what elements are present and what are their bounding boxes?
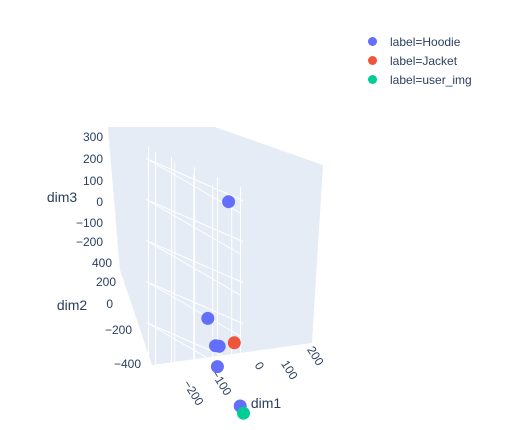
- gridlines: [145, 147, 244, 430]
- legend-label-hoodie: label=Hoodie: [390, 34, 461, 49]
- gridline-y-floor: [171, 398, 226, 430]
- z-tick-label: 300: [83, 130, 103, 144]
- z-tick-label: 0: [96, 195, 103, 209]
- gridline-x-floor: [193, 415, 229, 430]
- gridline-z-back: [145, 240, 242, 296]
- legend: label=Hoodie label=Jacket label=user_img: [368, 32, 472, 89]
- left-wall-pane: [108, 127, 152, 365]
- y-tick-label: −200: [105, 323, 132, 337]
- z-tick-label: −100: [76, 216, 103, 230]
- legend-label-jacket: label=Jacket: [390, 53, 458, 68]
- z-tick-label: −200: [76, 235, 103, 249]
- data-point-jacket[interactable]: [227, 336, 241, 350]
- data-point-user-img[interactable]: [237, 406, 250, 420]
- x-tick-label: −200: [180, 378, 206, 409]
- data-points: [201, 195, 250, 420]
- gridline-z-left: [146, 322, 243, 365]
- x-tick-label: 100: [278, 358, 301, 383]
- y-tick-label: 200: [96, 275, 116, 289]
- data-point-hoodie[interactable]: [201, 311, 215, 325]
- back-wall-pane: [108, 127, 323, 343]
- gridline-z-left: [146, 158, 243, 201]
- y-tick-label: 0: [106, 297, 113, 311]
- y-tick-label: 400: [92, 256, 112, 270]
- z-axis-title: dim3: [47, 189, 78, 205]
- legend-item-jacket[interactable]: label=Jacket: [368, 51, 472, 70]
- gridline-y-floor: [148, 388, 221, 430]
- gridline-z-back: [145, 322, 242, 378]
- gridline-z-left: [146, 199, 243, 242]
- gridline-z-left: [146, 240, 243, 283]
- x-tick-label: 0: [252, 359, 268, 372]
- y-axis-title: dim2: [57, 297, 88, 313]
- gridline-z-left: [146, 363, 243, 406]
- legend-item-user-img[interactable]: label=user_img: [368, 70, 472, 89]
- floor-pane: [120, 265, 312, 365]
- z-tick-label: 100: [83, 174, 103, 188]
- scene-background: [108, 127, 323, 365]
- data-point-hoodie[interactable]: [212, 339, 226, 353]
- gridline-y-floor: [194, 408, 232, 430]
- z-tick-label: 200: [83, 152, 103, 166]
- gridline-z-left: [146, 281, 243, 324]
- legend-item-hoodie[interactable]: label=Hoodie: [368, 32, 472, 51]
- gridline-y-floor: [217, 418, 238, 430]
- x-axis-title: dim1: [251, 395, 282, 411]
- y-tick-label: −400: [114, 357, 141, 371]
- data-point-hoodie[interactable]: [210, 360, 224, 374]
- gridline-z-back: [145, 199, 242, 255]
- axis-titles: dim1 dim2 dim3: [47, 189, 282, 411]
- legend-swatch-user-img: [368, 75, 377, 84]
- data-point-hoodie[interactable]: [222, 195, 236, 209]
- gridline-z-back: [145, 363, 242, 419]
- gridline-z-back: [145, 281, 242, 337]
- legend-swatch-jacket: [368, 56, 377, 65]
- legend-swatch-hoodie: [368, 37, 377, 46]
- legend-label-user-img: label=user_img: [390, 72, 472, 87]
- x-tick-label: 200: [304, 344, 327, 369]
